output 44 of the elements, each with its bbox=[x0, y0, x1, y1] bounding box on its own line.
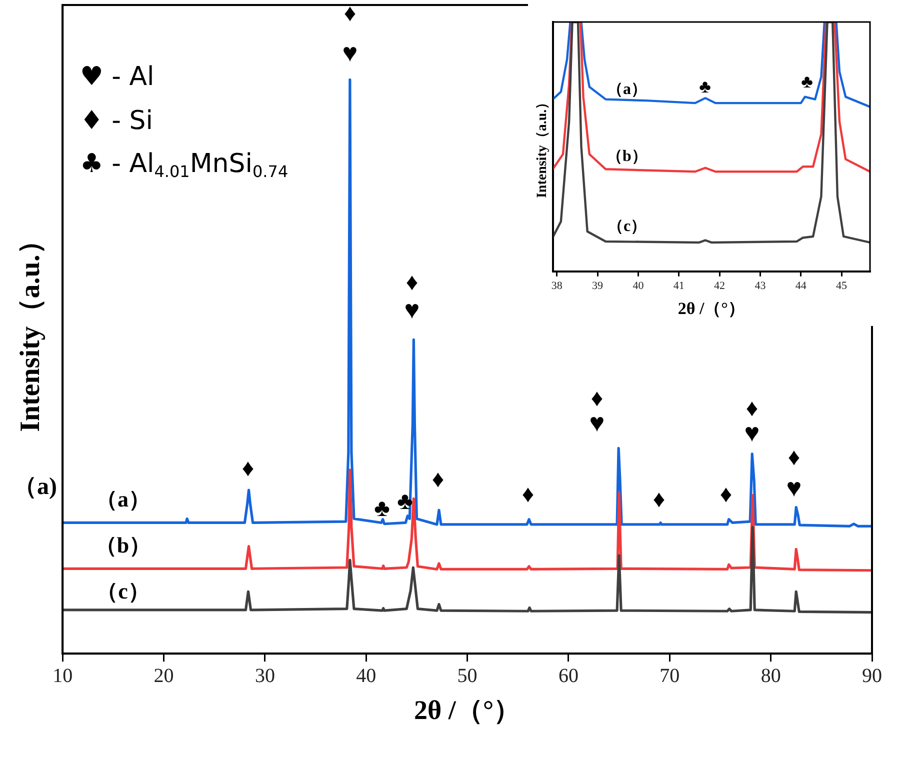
x-tick-label: 70 bbox=[660, 664, 680, 687]
x-axis-title: 2θ /（°） bbox=[414, 694, 521, 725]
x-tick-label: 60 bbox=[558, 664, 578, 687]
annotation: （b） bbox=[94, 532, 152, 558]
annotation: ♦ bbox=[720, 482, 732, 508]
x-tick-label: 39 bbox=[592, 280, 604, 292]
x-tick-label: 42 bbox=[714, 280, 726, 292]
annotation: ♥ - Al bbox=[80, 62, 154, 92]
x-tick-label: 40 bbox=[356, 664, 376, 687]
annotation: ♦ - Si bbox=[80, 106, 153, 136]
y-axis-title: Intensity（a.u.） bbox=[535, 95, 550, 198]
annotation: ♦ bbox=[522, 482, 534, 508]
x-tick-label: 40 bbox=[632, 280, 644, 292]
annotation: ♣ bbox=[374, 496, 390, 522]
text: （a) bbox=[13, 474, 57, 500]
x-tick-label: 30 bbox=[254, 664, 275, 687]
annotation: ♣ bbox=[801, 72, 814, 92]
x-tick-label: 10 bbox=[52, 664, 73, 687]
x-tick-label: 20 bbox=[154, 664, 174, 687]
x-tick-label: 90 bbox=[862, 664, 882, 687]
x-tick-label: 41 bbox=[673, 280, 684, 292]
annotation: ♦ bbox=[788, 445, 800, 472]
annotation: ♦ bbox=[242, 456, 254, 482]
x-tick-label: 38 bbox=[551, 280, 563, 292]
text: ♦ bbox=[344, 1, 356, 28]
annotation: （c） bbox=[607, 218, 647, 236]
annotation: ♥ bbox=[786, 474, 802, 503]
annotation: （a） bbox=[607, 81, 647, 98]
annotation: ♦ bbox=[432, 467, 444, 494]
text: ♥ bbox=[342, 38, 358, 68]
annotation: ♥ bbox=[404, 296, 420, 325]
x-axis-title: 2θ /（°） bbox=[678, 299, 745, 318]
annotation: （a） bbox=[96, 486, 150, 512]
annotation: （c） bbox=[96, 578, 150, 604]
annotation: ♦ bbox=[406, 270, 418, 296]
y-axis-title: Intensity（a.u.） bbox=[15, 226, 46, 432]
annotation: ♣ bbox=[699, 76, 712, 97]
annotation: （b） bbox=[606, 148, 648, 166]
x-tick-label: 45 bbox=[836, 280, 848, 292]
x-tick-label: 80 bbox=[760, 664, 781, 687]
x-tick-label: 43 bbox=[754, 280, 766, 292]
x-tick-label: 44 bbox=[795, 280, 807, 292]
x-tick-label: 50 bbox=[457, 664, 478, 687]
annotation: ♦ bbox=[652, 487, 666, 514]
